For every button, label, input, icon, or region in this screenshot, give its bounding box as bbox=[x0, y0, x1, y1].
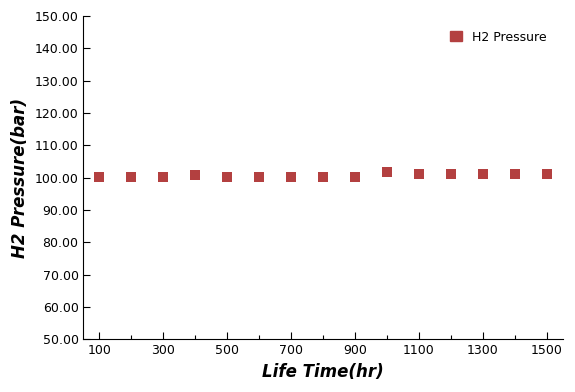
Point bbox=[510, 171, 519, 177]
Point bbox=[286, 174, 296, 180]
Point bbox=[542, 171, 551, 177]
Point bbox=[351, 174, 360, 181]
Point bbox=[382, 169, 392, 175]
Point bbox=[223, 174, 232, 180]
Point bbox=[95, 174, 104, 180]
Legend: H2 Pressure: H2 Pressure bbox=[444, 25, 552, 49]
Point bbox=[255, 174, 264, 180]
Point bbox=[319, 174, 328, 180]
X-axis label: Life Time(hr): Life Time(hr) bbox=[262, 363, 384, 381]
Point bbox=[191, 171, 200, 178]
Point bbox=[159, 174, 168, 180]
Point bbox=[478, 171, 488, 177]
Point bbox=[415, 171, 424, 177]
Y-axis label: H2 Pressure(bar): H2 Pressure(bar) bbox=[11, 98, 29, 258]
Point bbox=[446, 171, 455, 177]
Point bbox=[126, 174, 136, 180]
